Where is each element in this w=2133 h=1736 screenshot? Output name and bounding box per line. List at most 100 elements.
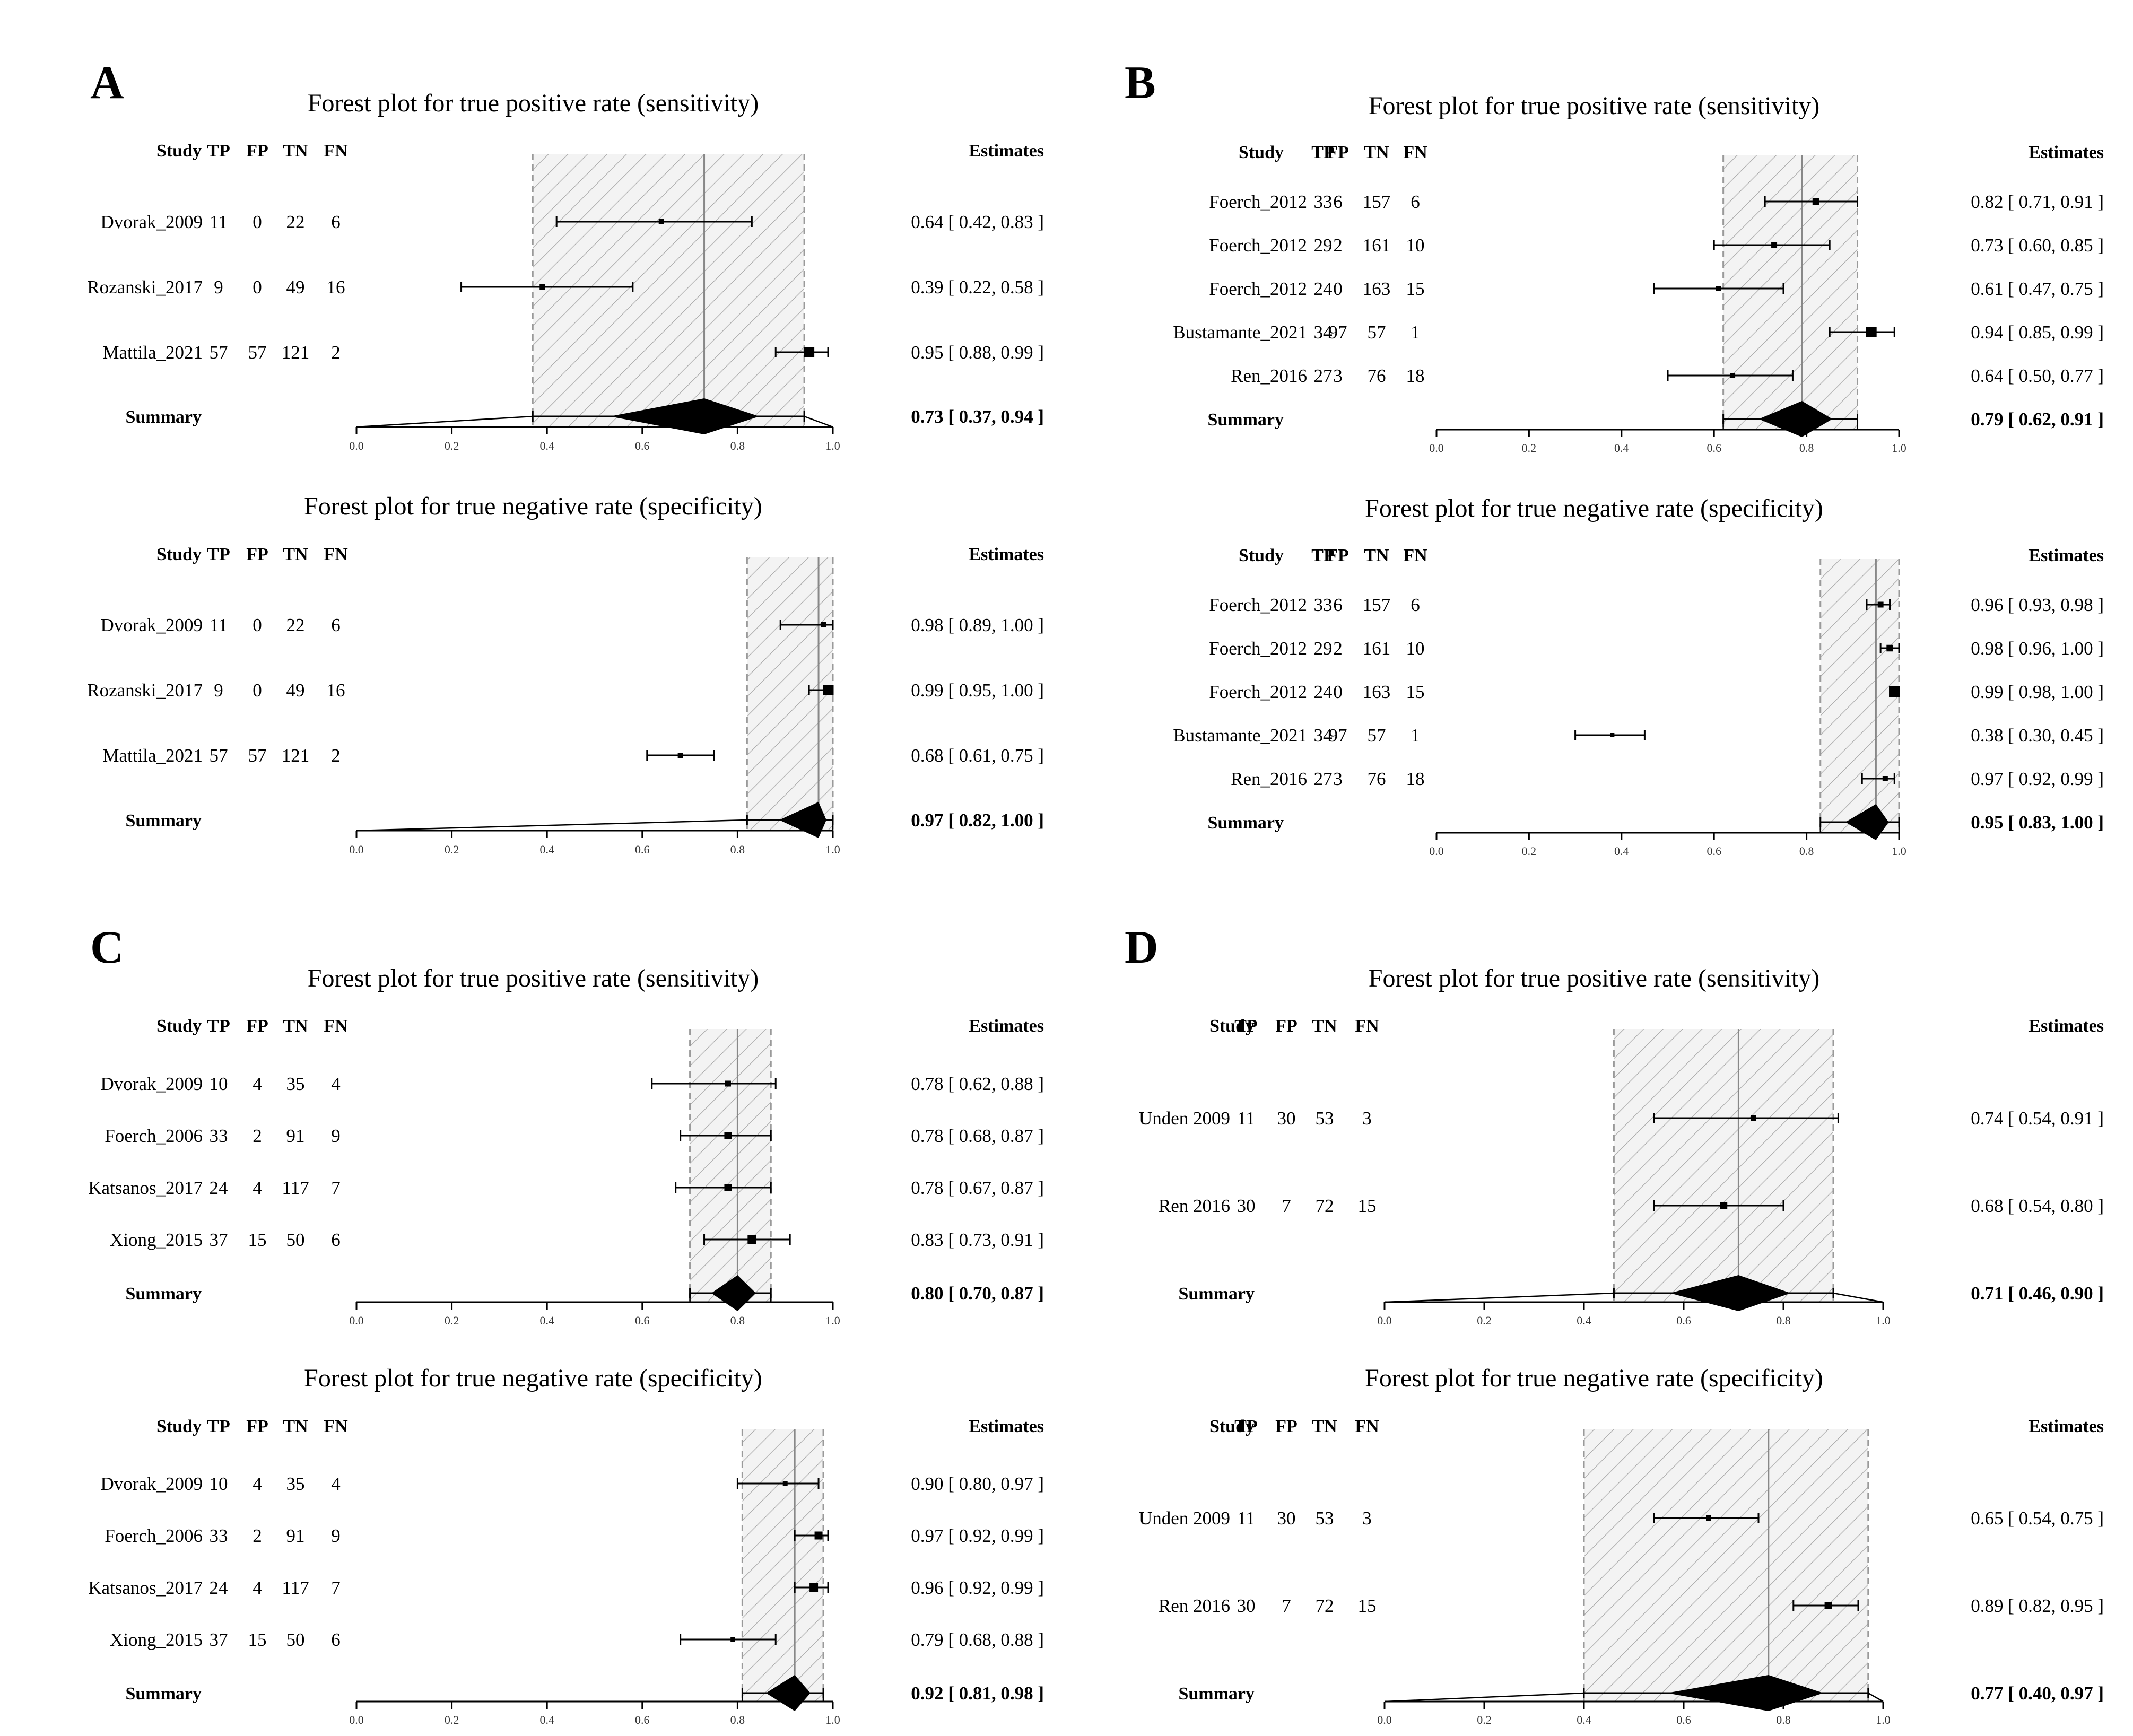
summary-diamond: [610, 398, 760, 434]
study-tn: 57: [1368, 322, 1386, 343]
x-axis: 0.0 0.2 0.4 0.6 0.8 1.0: [349, 1700, 840, 1726]
summary-label: Summary: [125, 811, 202, 831]
plot-title: Forest plot for true negative rate (spec…: [304, 1364, 762, 1392]
x-axis: 0.0 0.2 0.4 0.6 0.8 1.0: [349, 830, 840, 856]
panel-c: C Forest plot for true positive rate (sen…: [88, 922, 1044, 1726]
study-tn: 72: [1316, 1196, 1334, 1216]
study-tp: 27: [1314, 365, 1333, 386]
study-fp: 0: [1333, 682, 1343, 702]
study-fp: 2: [253, 1525, 262, 1546]
study-tp: 9: [214, 680, 223, 701]
study-fn: 6: [1411, 191, 1420, 212]
header-fn: FN: [324, 1016, 348, 1036]
study-tp: 33: [1314, 595, 1333, 615]
study-fn: 10: [1406, 638, 1425, 659]
study-name: Ren_2016: [1231, 769, 1307, 789]
header-tp: TP: [207, 141, 230, 161]
study-tn: 117: [282, 1177, 309, 1198]
x-axis-tick-label: 0.2: [1477, 1713, 1492, 1726]
panel-b: B Forest plot for true positive rate (sen…: [1125, 57, 2104, 858]
header-fn: FN: [1403, 143, 1427, 162]
study-name: Dvorak_2009: [101, 1473, 203, 1494]
header-tp: TP: [1234, 1016, 1257, 1036]
header-fn: FN: [1355, 1417, 1379, 1436]
summary-estimate-label: 0.92 [ 0.81, 0.98 ]: [911, 1683, 1044, 1704]
study-name: Dvorak_2009: [101, 212, 203, 232]
study-name: Bustamante_2021: [1173, 322, 1307, 343]
summary-label: Summary: [125, 407, 202, 427]
plots-root: A Forest plot for true positive rate (sen…: [87, 57, 2104, 1726]
summary-estimate-label: 0.71 [ 0.46, 0.90 ]: [1971, 1283, 2104, 1304]
study-tn: 163: [1363, 278, 1391, 299]
x-axis-tick-label: 0.6: [1676, 1713, 1691, 1726]
study-tp: 10: [210, 1473, 228, 1494]
study-fp: 6: [1333, 595, 1343, 615]
study-point-estimate: [747, 1235, 756, 1244]
study-tn: 157: [1363, 595, 1391, 615]
study-tn: 35: [286, 1074, 305, 1094]
header-fp: FP: [1275, 1016, 1298, 1036]
study-fn: 2: [331, 342, 341, 363]
study-tn: 53: [1316, 1508, 1334, 1529]
header-estimates: Estimates: [2028, 546, 2104, 565]
study-fp: 0: [253, 615, 262, 635]
study-row: Dvorak_2009 11 0 22 6 0.64 [ 0.42, 0.83 ]: [101, 212, 1044, 232]
study-name: Katsanos_2017: [88, 1177, 203, 1198]
plot-title: Forest plot for true positive rate (sens…: [308, 964, 759, 992]
study-point-estimate: [1886, 644, 1893, 652]
header-fp: FP: [246, 1016, 268, 1036]
study-tn: 161: [1363, 235, 1391, 256]
header-fp: FP: [246, 1417, 268, 1436]
header-tn: TN: [1312, 1016, 1337, 1036]
study-estimate-label: 0.97 [ 0.92, 0.99 ]: [911, 1525, 1044, 1546]
header-estimates: Estimates: [969, 141, 1044, 161]
study-fp: 2: [1333, 235, 1343, 256]
summary-estimate-label: 0.73 [ 0.37, 0.94 ]: [911, 406, 1044, 427]
x-axis-tick-label: 0.6: [1707, 441, 1721, 455]
study-estimate-label: 0.78 [ 0.62, 0.88 ]: [911, 1074, 1044, 1094]
forest-plot-sensitivity: Forest plot for true positive rate (sens…: [87, 89, 1044, 452]
plot-title: Forest plot for true positive rate (sens…: [1369, 92, 1820, 120]
study-name: Foerch_2012: [1209, 682, 1307, 702]
study-row: Ren_2016 27 3 76 18 0.64 [ 0.50, 0.77 ]: [1231, 365, 2104, 386]
x-axis-tick-label: 0.4: [1614, 844, 1629, 858]
study-point-estimate: [1812, 198, 1819, 205]
study-row: Foerch_2006 33 2 91 9 0.97 [ 0.92, 0.99 ]: [105, 1525, 1044, 1546]
study-estimate-label: 0.68 [ 0.54, 0.80 ]: [1971, 1196, 2104, 1216]
summary-estimate-label: 0.77 [ 0.40, 0.97 ]: [1971, 1683, 2104, 1704]
header-study: Study: [1239, 546, 1284, 565]
header-tn: TN: [283, 545, 308, 564]
study-fp: 2: [253, 1126, 262, 1146]
study-estimate-label: 0.78 [ 0.68, 0.87 ]: [911, 1126, 1044, 1146]
header-fp: FP: [1275, 1417, 1298, 1436]
x-axis-tick-label: 0.6: [1676, 1314, 1691, 1327]
study-tp: 37: [210, 1629, 228, 1650]
study-name: Foerch_2012: [1209, 638, 1307, 659]
prediction-line-left: [1384, 1692, 1584, 1703]
study-row: Ren_2016 27 3 76 18 0.97 [ 0.92, 0.99 ]: [1231, 769, 2104, 789]
study-tn: 157: [1363, 191, 1391, 212]
summary-ci-band: [1820, 559, 1899, 833]
study-fn: 18: [1406, 769, 1425, 789]
study-fn: 4: [331, 1074, 341, 1094]
x-axis: 0.0 0.2 0.4 0.6 0.8 1.0: [349, 1301, 840, 1327]
header-fn: FN: [324, 141, 348, 161]
x-axis-tick-label: 1.0: [1876, 1314, 1891, 1327]
study-point-estimate: [1751, 1115, 1756, 1121]
study-tp: 27: [1314, 769, 1333, 789]
study-tp: 10: [210, 1074, 228, 1094]
forest-plot-specificity: Forest plot for true negative rate (spec…: [1173, 494, 2104, 858]
study-tp: 34: [1314, 725, 1333, 746]
study-estimate-label: 0.61 [ 0.47, 0.75 ]: [1971, 278, 2104, 299]
summary-label: Summary: [1207, 410, 1284, 430]
study-row: Katsanos_2017 24 4 117 7 0.78 [ 0.67, 0.87 ]: [88, 1177, 1044, 1198]
study-fp: 4: [253, 1177, 262, 1198]
x-axis: 0.0 0.2 0.4 0.6 0.8 1.0: [1429, 832, 1906, 858]
study-name: Foerch_2006: [105, 1525, 203, 1546]
study-fn: 6: [331, 212, 341, 232]
plot-title: Forest plot for true positive rate (sens…: [1369, 964, 1820, 992]
study-fp: 3: [1333, 769, 1343, 789]
study-row: Xiong_2015 37 15 50 6 0.83 [ 0.73, 0.91 ]: [110, 1229, 1044, 1250]
x-axis-tick-label: 0.2: [445, 843, 459, 856]
study-row: Rozanski_2017 9 0 49 16 0.39 [ 0.22, 0.58 ]: [87, 277, 1044, 298]
